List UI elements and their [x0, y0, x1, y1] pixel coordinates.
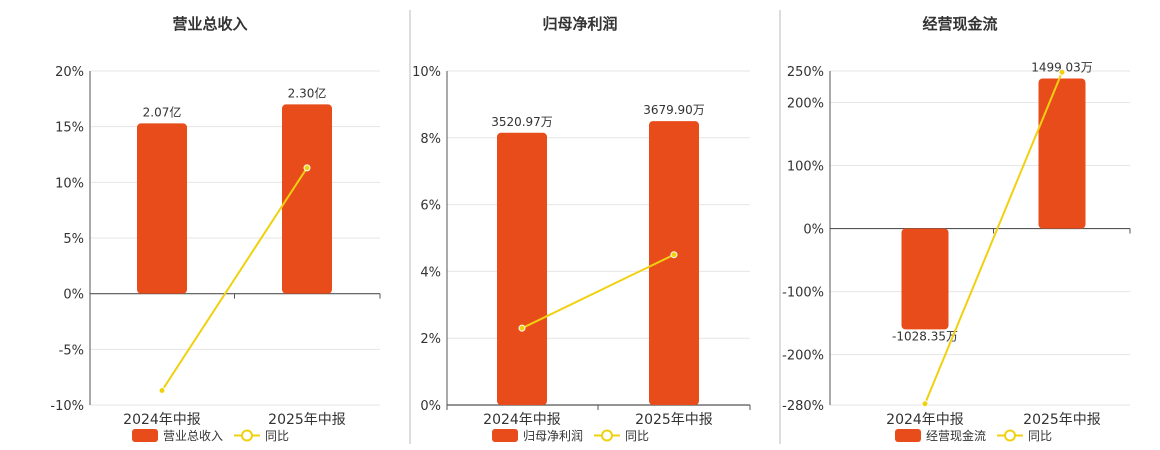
bar	[1038, 78, 1086, 229]
legend-bar-label: 归母净利润	[523, 429, 583, 443]
legend-line-marker	[241, 429, 253, 442]
bar-value-label: -1028.35万	[892, 329, 958, 343]
yoy-line	[924, 71, 1063, 405]
y-tick-label: -100%	[782, 286, 824, 301]
legend-bar-swatch	[132, 429, 158, 442]
y-tick-label: 5%	[63, 232, 84, 247]
yoy-line	[161, 167, 308, 392]
bar	[137, 123, 187, 294]
chart-title: 归母净利润	[542, 15, 617, 33]
y-tick-label: 0%	[803, 223, 824, 238]
bar	[649, 121, 699, 405]
legend-bar-label: 经营现金流	[926, 428, 986, 443]
bar-value-label: 3679.90万	[643, 103, 705, 117]
legend-bar-swatch	[895, 429, 921, 442]
y-tick-label: -280%	[782, 399, 824, 414]
y-tick-label: 4%	[420, 265, 441, 280]
y-tick-label: 2%	[420, 332, 441, 347]
y-tick-label: 0%	[420, 399, 441, 414]
chart-panel-3: 经营现金流 -280% -200% -100% 0% 100% 200% 250% -1028.…	[782, 15, 1131, 443]
y-tick-label: 10%	[55, 176, 84, 191]
y-tick-label: 10%	[412, 65, 441, 80]
y-tick-label: 15%	[55, 121, 84, 136]
y-tick-label: -200%	[782, 349, 824, 364]
bar-value-label: 2.30亿	[288, 85, 327, 100]
y-tick-label: 200%	[787, 97, 824, 112]
legend-line-label: 同比	[265, 429, 289, 443]
bar-value-label: 3520.97万	[491, 115, 553, 129]
chart-panel-2: 归母净利润 0% 2% 4% 6% 8% 10% 3520.97万 3679.90万 2024年中…	[412, 10, 781, 444]
chart-title: 经营现金流	[922, 15, 997, 33]
y-tick-label: 0%	[63, 288, 84, 303]
legend-bar-label: 营业总收入	[163, 429, 223, 443]
legend-line-marker	[1004, 429, 1016, 442]
y-tick-label: 20%	[55, 65, 84, 80]
chart-panel-1: 营业总收入 -10% -5% 0% 5% 10% 15% 20% 2.07亿 2.30亿 2024年…	[50, 10, 411, 444]
y-tick-label: 6%	[420, 199, 441, 214]
x-tick-label: 2024年中报	[886, 412, 964, 428]
y-tick-label: 100%	[787, 160, 824, 175]
yoy-point	[670, 251, 678, 259]
bar	[282, 104, 332, 294]
y-tick-label: -5%	[59, 343, 84, 358]
legend-bar-swatch	[492, 429, 518, 442]
chart-title: 营业总收入	[172, 15, 247, 33]
yoy-line	[521, 253, 675, 330]
y-tick-label: 8%	[420, 132, 441, 147]
yoy-point	[518, 324, 526, 332]
x-tick-label: 2025年中报	[268, 412, 346, 428]
bar-value-label: 1499.03万	[1031, 61, 1093, 75]
x-tick-label: 2025年中报	[635, 412, 713, 428]
x-tick-label: 2024年中报	[483, 412, 561, 428]
x-tick-label: 2025年中报	[1023, 412, 1101, 428]
bar	[497, 132, 547, 406]
legend-line-label: 同比	[1028, 429, 1052, 443]
yoy-point	[158, 387, 166, 395]
yoy-point	[1058, 68, 1066, 76]
yoy-point	[921, 400, 929, 408]
y-tick-label: -10%	[50, 399, 84, 414]
legend-line-marker	[601, 429, 613, 442]
bar	[901, 228, 949, 330]
bar-value-label: 2.07亿	[143, 104, 182, 119]
legend-line-label: 同比	[625, 429, 649, 443]
yoy-point	[303, 164, 311, 172]
x-tick-label: 2024年中报	[123, 412, 201, 428]
y-tick-label: 250%	[787, 65, 824, 80]
